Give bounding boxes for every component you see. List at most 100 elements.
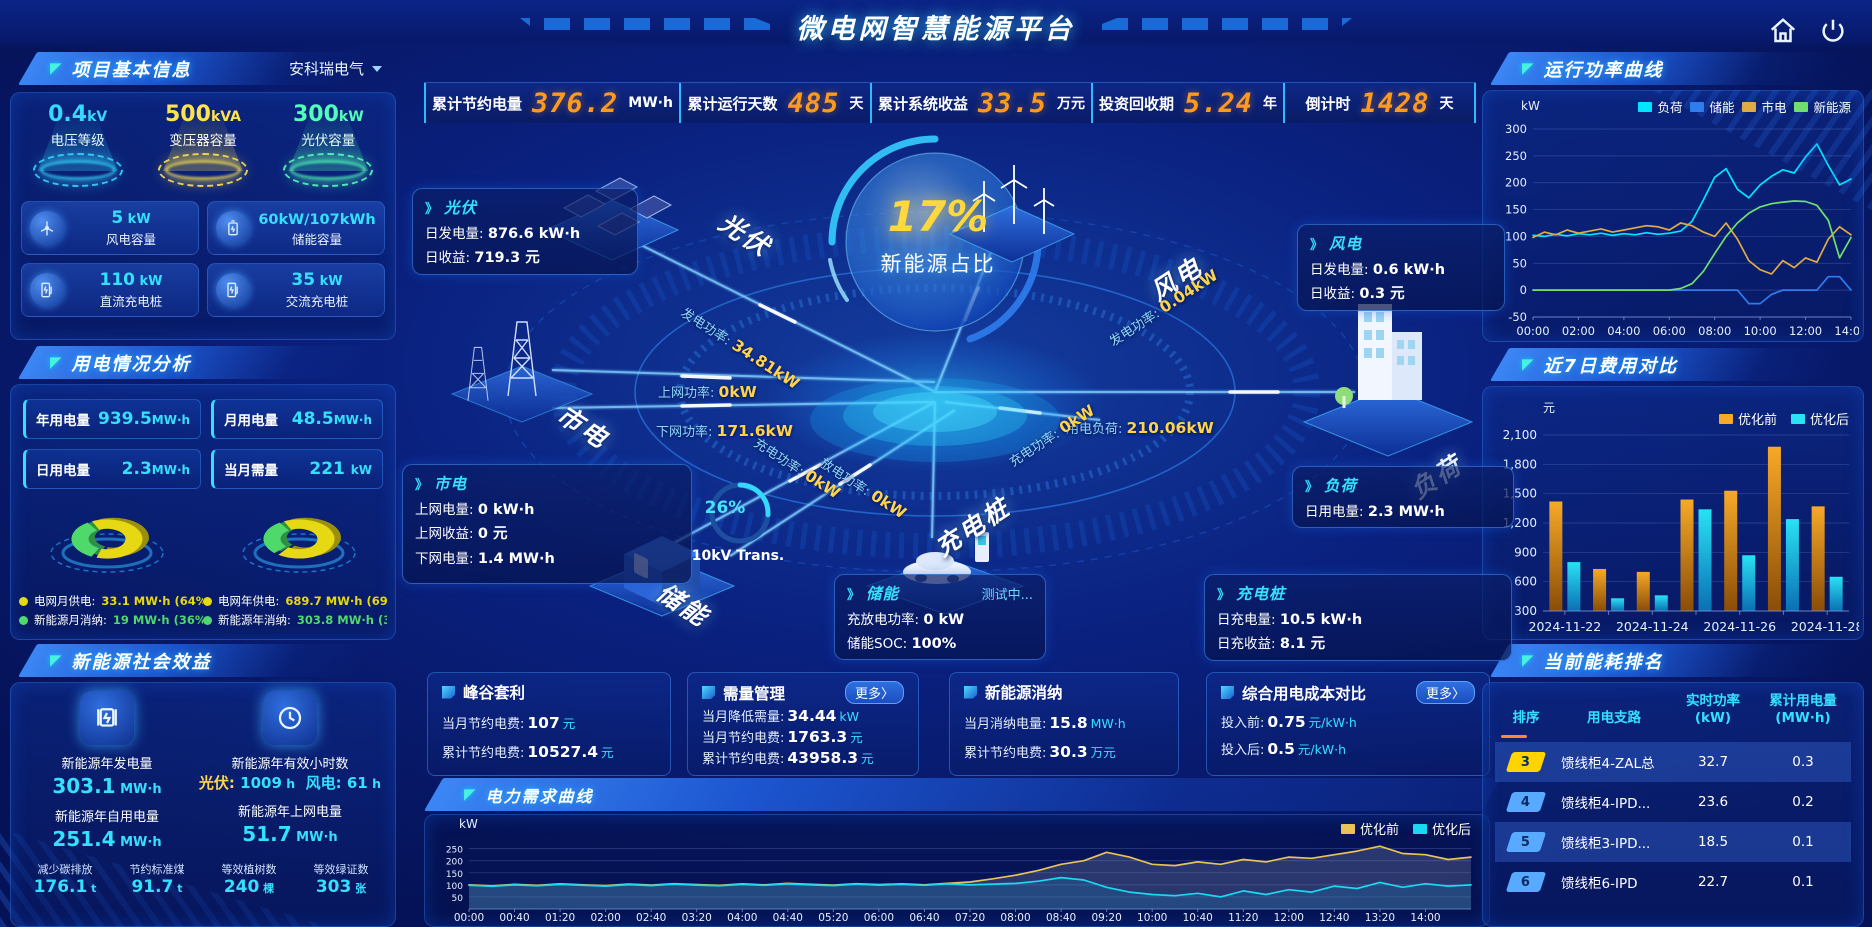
axis-tick-label: 200 [446, 858, 463, 868]
more-button[interactable]: 更多〉 [1415, 681, 1475, 704]
status-badge: 测试中... [981, 587, 1033, 603]
company-dropdown[interactable]: 安科瑞电气 [289, 58, 382, 79]
legend-item[interactable]: 市电 [1742, 97, 1786, 116]
panel-header: ◤ 新能源社会效益 [10, 644, 396, 677]
axis-tick-label: 06:00 [1653, 324, 1686, 338]
axis-tick-label: 14:00 [1834, 324, 1859, 338]
axis-tick-label: 12:00 [1274, 912, 1304, 924]
axis-tick-label: 250 [1505, 149, 1527, 163]
axis-tick-label: -50 [1508, 310, 1527, 324]
panel-body: 0.4kV 电压等级 500kVA 变压器容量 300kW 光伏容量 [10, 92, 396, 340]
load-node[interactable] [1302, 304, 1474, 457]
axis-tick-label: 200 [1505, 176, 1527, 190]
axis-tick-label: 04:00 [1607, 324, 1640, 338]
chevron-right-icon: 》 [847, 587, 860, 603]
axis-tick-label: 02:40 [636, 912, 666, 924]
panel-corner-icon: ◤ [1522, 59, 1534, 77]
home-icon[interactable] [1768, 16, 1798, 46]
axis-tick-label: 11:20 [1228, 912, 1258, 924]
axis-tick-label: 14:00 [1410, 912, 1440, 924]
axis-tick-label: 04:40 [773, 912, 803, 924]
chevron-right-icon: 》 [425, 201, 438, 217]
panel-header: ◤ 当前能耗排名 [1482, 644, 1864, 677]
chevron-right-icon: 》 [1310, 237, 1323, 253]
axis-tick-label: 06:00 [864, 912, 894, 924]
run-legend: 负荷 储能 市电 新能源 [1638, 97, 1851, 116]
chart-element [1532, 143, 1852, 238]
panel-body: kW 优化前 优化后 50 100 150 200 250 00:00 00:40 01:20… [424, 814, 1490, 927]
chart-element [1724, 490, 1738, 611]
header: 微电网智慧能源平台 [0, 0, 1872, 48]
legend-item[interactable]: 储能 [1690, 97, 1734, 116]
ranking-header: 排序 用电支路 实时功率 (kW) 累计用电量 (MW·h) [1512, 693, 1837, 726]
legend-item[interactable]: 优化后 [1412, 819, 1471, 838]
chart-element [242, 533, 356, 573]
benefit-bottom-row: 减少碳排放 176.1 t 节约标准煤 91.7 t 等效植树数 240 棵 等… [11, 851, 395, 897]
stat-year-usage: 年用电量 939.5MW·h [23, 399, 202, 439]
axis-tick-label: 600 [1514, 575, 1537, 589]
chevron-right-icon: 》 [1217, 587, 1230, 603]
kpi-cost-compare: 综合用电成本对比 更多〉 投入前: 0.75 元/kW·h 投入后: 0.5 元/kW·… [1206, 672, 1490, 776]
legend-item[interactable]: 新能源 [1794, 97, 1851, 116]
axis-tick-label: 08:00 [1000, 912, 1030, 924]
legend-item[interactable]: 优化前 [1340, 819, 1399, 838]
panel-header: ◤ 项目基本信息 安科瑞电气 [10, 52, 396, 85]
chart-element [61, 537, 153, 569]
gauge-label: 10kV Trans. [691, 548, 785, 564]
pedestal-pv-capacity: 300kW 光伏容量 [273, 102, 383, 188]
power-icon[interactable] [1818, 16, 1848, 46]
legend-item[interactable]: 优化后 [1790, 409, 1849, 428]
kpi-newenergy-consumption: 新能源消纳 当月消纳电量: 15.8 MW·h 累计节约电费: 30.3 万元 [949, 672, 1179, 776]
stat-month-demand: 当月需量 221 kW [211, 449, 383, 489]
card-ac-charger: 35 kW 交流充电桩 [207, 263, 385, 318]
chart-element [1654, 595, 1668, 611]
wind-turbine-icon [30, 211, 64, 246]
benefit-hours: 新能源年有效小时数 光伏: 1009 h 风电: 61 h 新能源年上网电量 5… [199, 691, 381, 851]
panel-title: 电力需求曲线 [485, 786, 594, 806]
chart-element [71, 517, 149, 559]
wind-node[interactable] [948, 165, 1076, 263]
microgrid-scene: 17% 新能源占比 光伏 风电 市电 负荷 储能 充电桩 发电功率: 34.81… [400, 120, 1490, 672]
panel-cost-compare: ◤ 近7日费用对比 元 优化前 优化后 300 600 900 1,200 1,500 1… [1482, 348, 1864, 640]
axis-tick-label: 2024-11-22 [1529, 619, 1602, 634]
kpi-icon [964, 685, 977, 699]
table-row[interactable]: 4 馈线柜4-IPD... 23.6 0.2 [1495, 782, 1851, 822]
chart-element [50, 533, 164, 573]
kpi-icon [702, 686, 715, 699]
chart-element [1532, 200, 1852, 291]
panel-title: 当前能耗排名 [1543, 651, 1664, 673]
axis-tick-label: 04:00 [727, 912, 757, 924]
usage-donuts [11, 493, 395, 593]
axis-tick-label: 12:40 [1319, 912, 1349, 924]
panel-run-power: ◤ 运行功率曲线 kW 负荷 储能 市电 新能源 -50 0 50 100 150 200… [1482, 52, 1864, 342]
transformer-load-gauge: 26% 10kV Trans. [690, 478, 790, 564]
benefit-co2: 减少碳排放 176.1 t [33, 863, 97, 897]
ranking-table: 排序 用电支路 实时功率 (kW) 累计用电量 (MW·h) 3 馈线柜4-ZAL总… [1483, 683, 1863, 902]
benefit-trees: 等效植树数 240 棵 [221, 863, 277, 897]
chart-element [1549, 501, 1563, 611]
grid-info-box: 》 市电 上网电量: 0 kW·h 上网收益: 0 元 下网电量: 1.4 MW… [402, 464, 692, 584]
chart-element [1611, 598, 1625, 611]
axis-tick-label: 02:00 [591, 912, 621, 924]
legend-item[interactable]: 负荷 [1638, 97, 1682, 116]
axis-tick-label: 05:20 [818, 912, 848, 924]
legend-item[interactable]: 优化前 [1718, 409, 1777, 428]
table-row[interactable]: 3 馈线柜4-ZAL总 32.7 0.3 [1495, 741, 1851, 782]
header-deco-right [1102, 18, 1352, 30]
axis-tick-label: 250 [446, 846, 463, 856]
table-row[interactable]: 6 馈线柜6-IPD 22.7 0.1 [1495, 862, 1851, 902]
table-row[interactable]: 5 馈线柜3-IPD... 18.5 0.1 [1495, 821, 1851, 862]
axis-tick-label: 50 [452, 894, 464, 904]
chart-element [1532, 222, 1852, 275]
chart-element [468, 876, 1472, 898]
panel-body: 排序 用电支路 实时功率 (kW) 累计用电量 (MW·h) 3 馈线柜4-ZAL总… [1482, 682, 1864, 927]
more-button[interactable]: 更多〉 [844, 681, 904, 704]
chevron-down-icon [372, 65, 382, 72]
stat-run-days: 累计运行天数 485 天 [678, 83, 870, 123]
grid-node[interactable] [450, 321, 594, 423]
pedestal-transformer: 500kVA 变压器容量 [148, 102, 258, 188]
run-power-chart: -50 0 50 100 150 200 250 300 00:00 02:00 04:00 06:0… [1505, 122, 1859, 338]
ev-charger-icon [216, 273, 250, 308]
kpi-icon [442, 685, 455, 699]
